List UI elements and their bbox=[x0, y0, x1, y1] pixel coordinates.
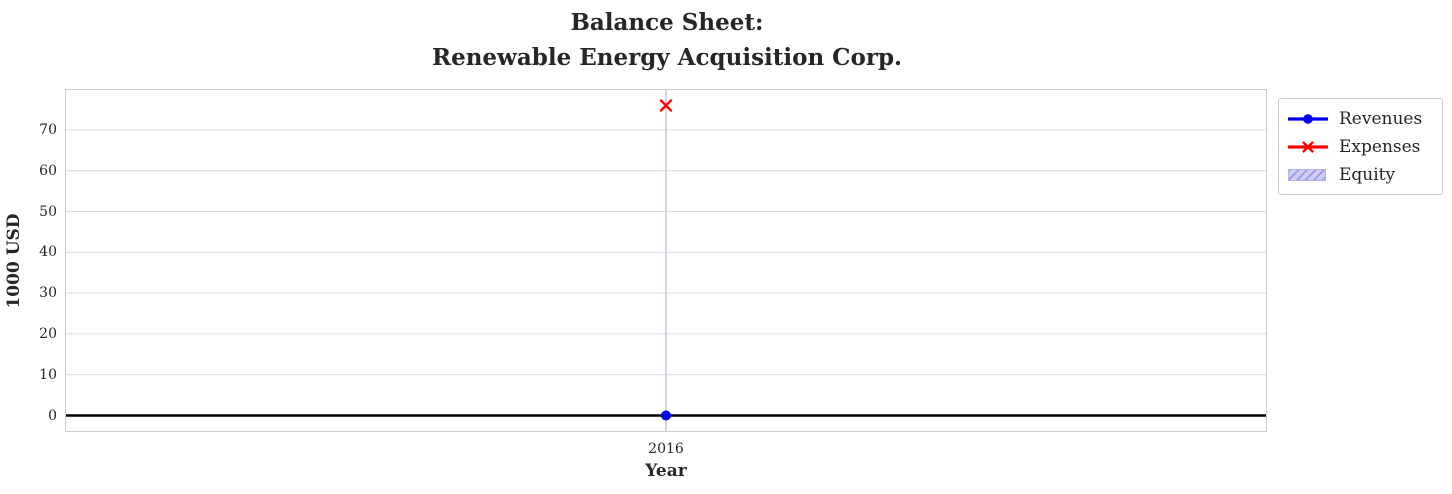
hatch-pattern bbox=[1288, 168, 1326, 181]
revenues-marker bbox=[661, 410, 671, 421]
legend-swatch-canvas bbox=[1287, 113, 1329, 124]
legend-item-equity: Equity bbox=[1288, 162, 1434, 187]
y-tick-label: 10 bbox=[39, 366, 57, 383]
legend: Revenues Expenses Equity bbox=[1278, 98, 1443, 195]
expenses-marker bbox=[659, 99, 673, 112]
y-tick-label: 30 bbox=[39, 285, 57, 302]
expenses-line-marker-icon bbox=[1287, 139, 1329, 155]
y-tick-label: 0 bbox=[48, 407, 57, 424]
chart-title: Balance Sheet: Renewable Energy Acquisit… bbox=[431, 9, 903, 71]
y-tick-label: 70 bbox=[39, 121, 57, 138]
x-tick-label: 2016 bbox=[648, 441, 684, 457]
plot-area bbox=[65, 89, 1267, 432]
legend-item-expenses: Expenses bbox=[1287, 134, 1434, 159]
equity-hatch-swatch-icon bbox=[1288, 167, 1328, 183]
y-tick-label: 50 bbox=[39, 203, 57, 220]
y-tick-label: 40 bbox=[39, 244, 57, 261]
plot-canvas bbox=[66, 90, 1266, 431]
y-tick-label: 20 bbox=[39, 325, 57, 342]
legend-label-revenues: Revenues bbox=[1339, 108, 1423, 129]
x-axis-label: Year bbox=[645, 461, 687, 481]
legend-label-expenses: Expenses bbox=[1339, 136, 1421, 157]
legend-item-revenues: Revenues bbox=[1287, 106, 1434, 131]
legend-swatch-canvas bbox=[1287, 140, 1329, 153]
revenues-line-marker-icon bbox=[1287, 111, 1329, 127]
y-axis-label: 1000 USD bbox=[4, 213, 24, 309]
legend-label-equity: Equity bbox=[1339, 164, 1396, 185]
y-tick-label: 60 bbox=[39, 162, 57, 179]
